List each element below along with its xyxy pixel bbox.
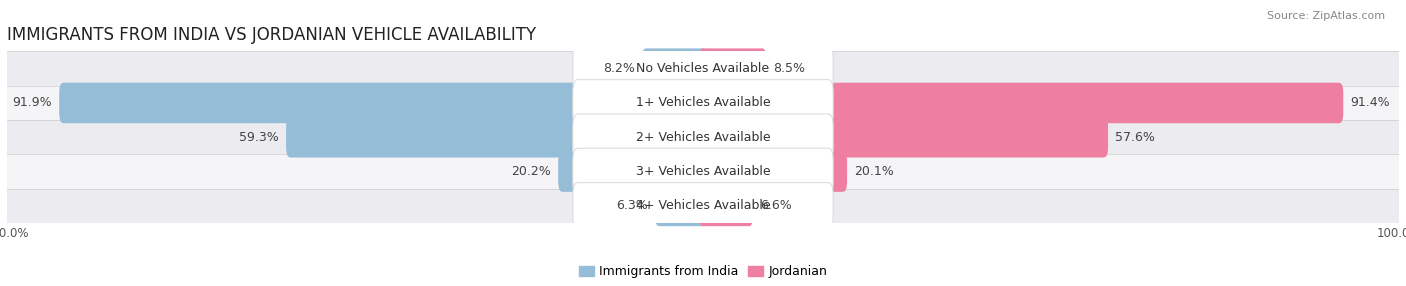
- Text: 20.1%: 20.1%: [853, 165, 894, 178]
- Text: IMMIGRANTS FROM INDIA VS JORDANIAN VEHICLE AVAILABILITY: IMMIGRANTS FROM INDIA VS JORDANIAN VEHIC…: [7, 26, 536, 44]
- FancyBboxPatch shape: [59, 83, 707, 123]
- Bar: [7, 154, 1399, 189]
- FancyBboxPatch shape: [699, 186, 754, 226]
- Text: 6.6%: 6.6%: [761, 199, 792, 212]
- FancyBboxPatch shape: [572, 80, 834, 126]
- Text: 2+ Vehicles Available: 2+ Vehicles Available: [636, 131, 770, 144]
- Text: Source: ZipAtlas.com: Source: ZipAtlas.com: [1267, 11, 1385, 21]
- Text: 8.5%: 8.5%: [773, 62, 806, 75]
- FancyBboxPatch shape: [572, 114, 834, 161]
- FancyBboxPatch shape: [699, 48, 766, 89]
- FancyBboxPatch shape: [641, 48, 707, 89]
- Text: 1+ Vehicles Available: 1+ Vehicles Available: [636, 96, 770, 110]
- Bar: [7, 51, 1399, 86]
- Bar: [7, 86, 1399, 120]
- FancyBboxPatch shape: [655, 186, 707, 226]
- Text: 4+ Vehicles Available: 4+ Vehicles Available: [636, 199, 770, 212]
- FancyBboxPatch shape: [699, 117, 1108, 158]
- Legend: Immigrants from India, Jordanian: Immigrants from India, Jordanian: [574, 260, 832, 283]
- Text: 57.6%: 57.6%: [1115, 131, 1154, 144]
- Text: 6.3%: 6.3%: [616, 199, 648, 212]
- Text: 91.9%: 91.9%: [13, 96, 52, 110]
- Bar: [7, 189, 1399, 223]
- FancyBboxPatch shape: [572, 182, 834, 229]
- Text: 8.2%: 8.2%: [603, 62, 634, 75]
- FancyBboxPatch shape: [572, 148, 834, 195]
- FancyBboxPatch shape: [699, 83, 1343, 123]
- Text: 59.3%: 59.3%: [239, 131, 280, 144]
- Text: No Vehicles Available: No Vehicles Available: [637, 62, 769, 75]
- FancyBboxPatch shape: [572, 45, 834, 92]
- Text: 3+ Vehicles Available: 3+ Vehicles Available: [636, 165, 770, 178]
- Text: 91.4%: 91.4%: [1350, 96, 1391, 110]
- FancyBboxPatch shape: [285, 117, 707, 158]
- Text: 20.2%: 20.2%: [512, 165, 551, 178]
- FancyBboxPatch shape: [558, 151, 707, 192]
- FancyBboxPatch shape: [699, 151, 846, 192]
- Bar: [7, 120, 1399, 154]
